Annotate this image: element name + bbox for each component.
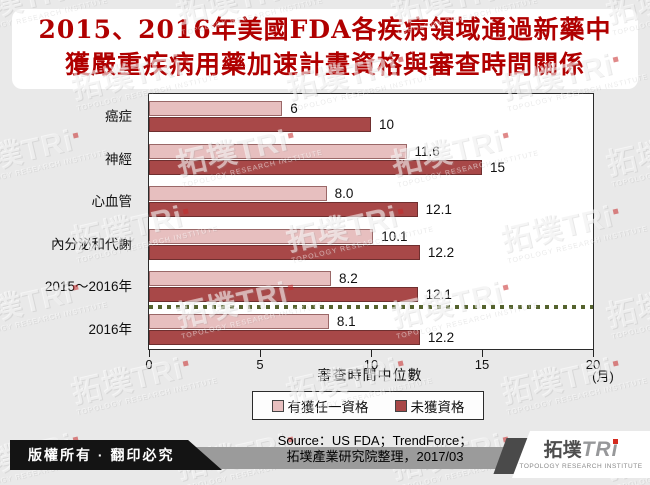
- tri-logo: 拓墣TRi TOPOLOGY RESEARCH INSTITUTE: [512, 431, 650, 478]
- bar-qualified: [149, 143, 407, 159]
- category-label: 癌症: [105, 109, 132, 124]
- category-label: 神經: [105, 151, 132, 167]
- bar-unqualified: [149, 329, 420, 345]
- bar-value-label: 12.1: [425, 202, 452, 217]
- bar-value-label: 10: [379, 117, 395, 132]
- bar-qualified: [149, 101, 283, 116]
- title-panel: [12, 9, 638, 89]
- bar-unqualified: [149, 244, 420, 260]
- x-axis-tick: [259, 350, 261, 357]
- bar-value-label: 12.2: [427, 329, 455, 345]
- year-separator-dotted-line: [149, 304, 593, 309]
- page-title-line2: 獲嚴重疾病用藥加速計畫資格與審查時間關係: [64, 50, 585, 79]
- bar-qualified: [149, 186, 327, 201]
- bar-qualified: [149, 271, 332, 286]
- category-label: 2016年: [88, 321, 132, 337]
- bar-qualified: [149, 228, 374, 244]
- plot-area: 6 10 11.6 15 8.0 12.1 10.1 12.2 8.2 12.1 8.1 12.2 0 5…: [145, 93, 600, 372]
- bar-value-label: 12.1: [425, 287, 452, 302]
- x-axis-tick-label: 5: [256, 357, 264, 372]
- bar-value-label: 10.1: [381, 228, 408, 244]
- watermark-red-dot-icon: [612, 208, 619, 215]
- footer: 版權所有 · 翻印必究 Source：US FDA；TrendForce； 拓墣…: [0, 428, 650, 485]
- bar-qualified: [149, 313, 329, 329]
- bar-unqualified: [149, 117, 371, 132]
- x-axis-tick: [148, 350, 150, 357]
- legend: 有獲任一資格 未獲資格: [252, 391, 484, 420]
- x-axis-tick-label: 0: [145, 357, 153, 372]
- bar-value-label: 6: [290, 101, 298, 116]
- legend-label-unqualified: 未獲資格: [410, 399, 465, 415]
- legend-label-qualified: 有獲任一資格: [287, 399, 369, 415]
- page-title-line1: 2015、2016年美國FDA各疾病領域通過新藥中: [38, 15, 612, 44]
- bar-value-label: 11.6: [414, 143, 440, 159]
- category-label: 心血管: [91, 194, 133, 209]
- x-axis-tick: [370, 350, 372, 357]
- legend-swatch-qualified: [271, 399, 284, 412]
- legend-swatch-unqualified: [394, 399, 407, 412]
- legend-item-qualified: 有獲任一資格: [271, 396, 369, 416]
- x-axis-unit: (月): [592, 369, 614, 384]
- bar-value-label: 8.1: [336, 313, 356, 329]
- source-line1: Source：US FDA；TrendForce；: [277, 433, 473, 448]
- category-label: 內分泌和代謝: [51, 236, 132, 252]
- tri-logo-caption: TOPOLOGY RESEARCH INSTITUTE: [519, 462, 643, 470]
- category-label: 2015～2016年: [44, 279, 132, 294]
- x-axis-tick: [481, 350, 483, 357]
- bar-value-label: 8.0: [334, 186, 354, 201]
- tri-logo-tri: TRi: [581, 437, 619, 461]
- source-note: Source：US FDA；TrendForce； 拓墣產業研究院整理，2017…: [235, 433, 515, 465]
- copyright-notice: 版權所有 · 翻印必究: [10, 440, 222, 470]
- x-axis-tick-label: 15: [474, 357, 490, 372]
- page-title: 2015、2016年美國FDA各疾病領域通過新藥中 獲嚴重疾病用藥加速計畫資格與…: [0, 12, 650, 82]
- tri-logo-cjk: 拓墣: [543, 439, 582, 461]
- bar-value-label: 15: [490, 159, 506, 175]
- legend-item-unqualified: 未獲資格: [394, 396, 465, 416]
- tri-logo-red-dot-icon: [613, 438, 619, 444]
- x-axis-tick-label: 20: [585, 357, 601, 372]
- x-axis-label: 審查時間中位數: [317, 367, 423, 383]
- bar-unqualified: [149, 159, 482, 175]
- x-axis-tick-label: 10: [363, 357, 379, 372]
- bar-value-label: 12.2: [427, 244, 455, 260]
- tri-logo-text: 拓墣TRi: [543, 437, 619, 462]
- bar-unqualified: [149, 287, 418, 302]
- bar-unqualified: [149, 202, 418, 217]
- x-axis-tick: [592, 350, 594, 357]
- category-axis: 癌症神經心血管內分泌和代謝 2015～2016年 2016年: [0, 93, 140, 348]
- bar-value-label: 8.2: [339, 271, 358, 286]
- source-line2: 拓墣產業研究院整理，2017/03: [286, 449, 464, 464]
